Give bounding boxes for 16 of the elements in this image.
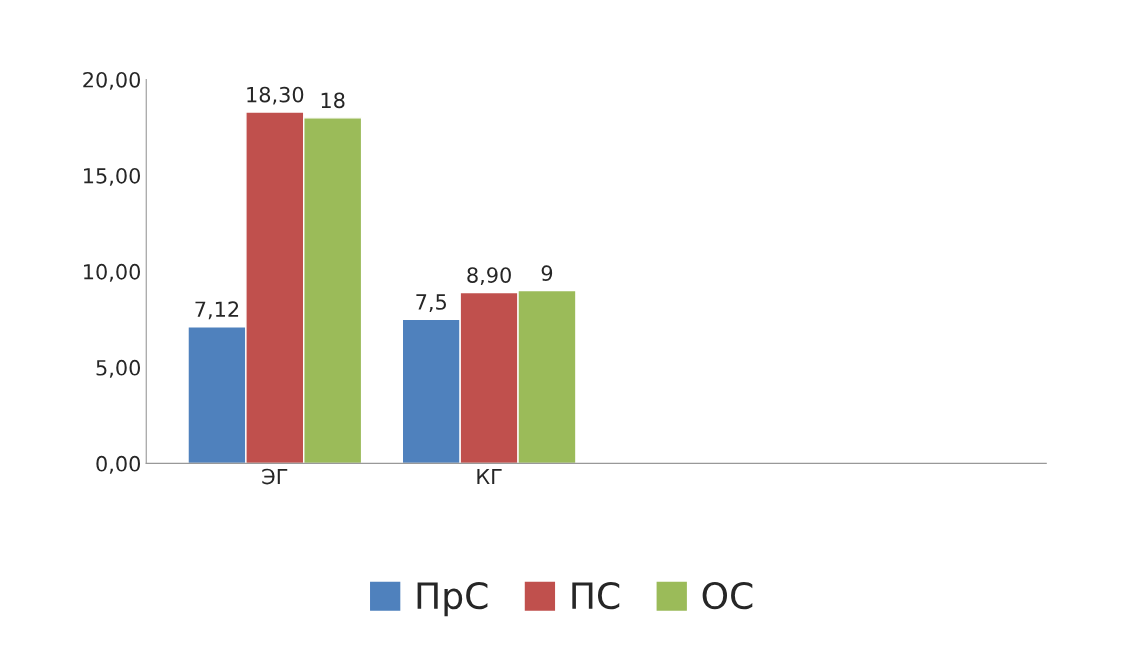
x-tick-label: ЭГ: [262, 468, 288, 485]
data-label: 18: [321, 92, 345, 109]
legend-label: ПрС: [417, 581, 488, 617]
legend-label: ПС: [572, 581, 620, 610]
data-label: 8,90: [467, 267, 511, 286]
x-tick-label: КГ: [477, 468, 502, 485]
data-label: 7,5: [416, 294, 446, 312]
legend-label: ОС: [702, 581, 753, 610]
y-tick-label: 5,00: [96, 359, 141, 378]
y-tick-label: 20,00: [83, 71, 141, 90]
data-label: 7,12: [195, 301, 239, 320]
data-label: 18,30: [247, 86, 304, 105]
y-tick-label: 10,00: [84, 263, 141, 282]
data-label: 9: [541, 265, 553, 282]
y-tick-label: 0,00: [96, 455, 141, 474]
y-tick-label: 15,00: [84, 167, 141, 186]
